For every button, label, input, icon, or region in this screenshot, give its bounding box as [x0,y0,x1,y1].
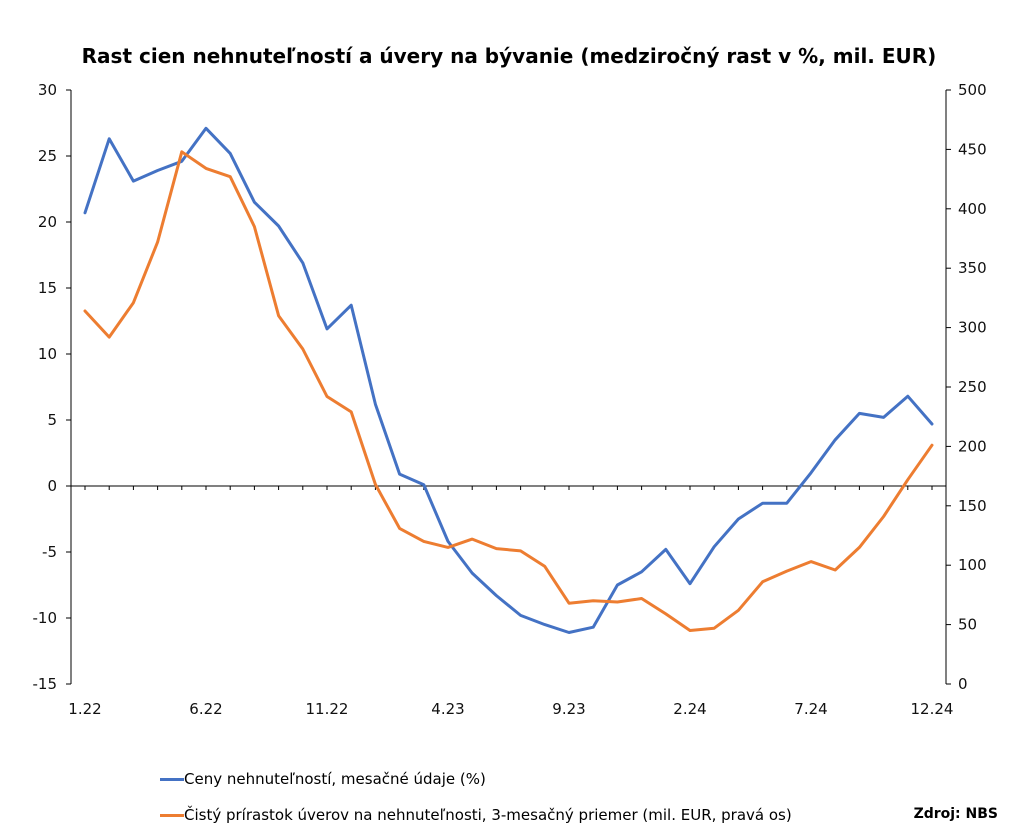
right-tick-label: 500 [958,81,987,99]
left-tick-label: 10 [38,345,57,363]
x-tick-label: 11.22 [306,700,349,718]
legend-label-price: Ceny nehnuteľností, mesačné údaje (%) [184,770,486,788]
right-tick-label: 350 [958,259,987,277]
left-tick-label: 0 [47,477,57,495]
source-note: Zdroj: NBS [913,806,998,822]
legend-item-price: Ceny nehnuteľností, mesačné údaje (%) [160,770,486,788]
left-tick-label: -5 [42,543,57,561]
left-tick-label: 25 [38,147,57,165]
legend-label-loans: Čistý prírastok úverov na nehnuteľnosti,… [184,806,792,824]
series-line-loans [83,150,934,632]
x-tick-label: 7.24 [794,700,827,718]
legend-swatch-price [160,777,184,781]
right-tick-label: 200 [958,437,987,455]
left-tick-label: 5 [47,411,57,429]
left-tick-label: 20 [38,213,57,231]
x-tick-label: 12.24 [911,700,954,718]
legend-swatch-loans [160,813,184,817]
right-tick-label: 400 [958,200,987,218]
left-tick-label: -15 [33,675,58,693]
x-tick-label: 1.22 [68,700,101,718]
left-tick-label: 15 [38,279,57,297]
legend-item-loans: Čistý prírastok úverov na nehnuteľnosti,… [160,806,792,824]
right-tick-label: 450 [958,140,987,158]
right-tick-label: 50 [958,616,977,634]
right-tick-label: 100 [958,556,987,574]
right-tick-label: 250 [958,378,987,396]
right-tick-label: 300 [958,319,987,337]
chart-title: Rast cien nehnuteľností a úvery na bývan… [81,44,937,68]
left-tick-label: 30 [38,81,57,99]
x-tick-label: 6.22 [189,700,222,718]
x-tick-label: 4.23 [431,700,464,718]
right-tick-label: 0 [958,675,968,693]
right-tick-label: 150 [958,497,987,515]
x-tick-label: 9.23 [552,700,585,718]
series-line-prices [83,126,934,634]
left-tick-label: -10 [33,609,58,627]
x-tick-label: 2.24 [673,700,706,718]
